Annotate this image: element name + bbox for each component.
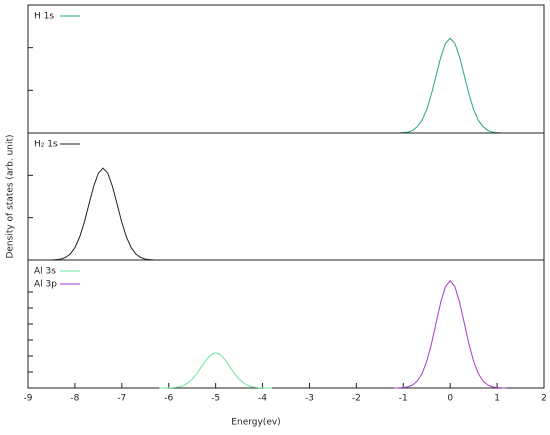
x-tick-label: 2 (541, 394, 547, 404)
x-tick-label: -4 (258, 394, 267, 404)
x-tick-label: -1 (399, 394, 408, 404)
x-tick-label: 1 (494, 394, 500, 404)
legend-label: Al 3p (34, 280, 57, 290)
panel-frame (27, 4, 545, 134)
x-tick-label: -7 (117, 394, 126, 404)
line (393, 37, 507, 134)
x-tick-label: -5 (211, 394, 220, 404)
x-tick-label: -8 (70, 394, 79, 404)
legend-label: Al 3s (34, 267, 56, 277)
x-tick-label: -6 (164, 394, 173, 404)
x-tick-label: -2 (352, 394, 361, 404)
y-axis-label: Density of states (arb. unit) (6, 134, 16, 258)
legend-label: H 1s (34, 12, 54, 22)
x-tick-label: 0 (447, 394, 453, 404)
line (46, 167, 160, 261)
panel-frame (27, 259, 545, 389)
legend-label: H₂ 1s (34, 140, 58, 150)
x-tick-label: -9 (24, 394, 33, 404)
panel-frame (27, 132, 545, 261)
x-axis-label: Energy(ev) (231, 418, 280, 428)
x-tick-label: -3 (305, 394, 314, 404)
line (393, 280, 507, 389)
line (159, 352, 272, 389)
